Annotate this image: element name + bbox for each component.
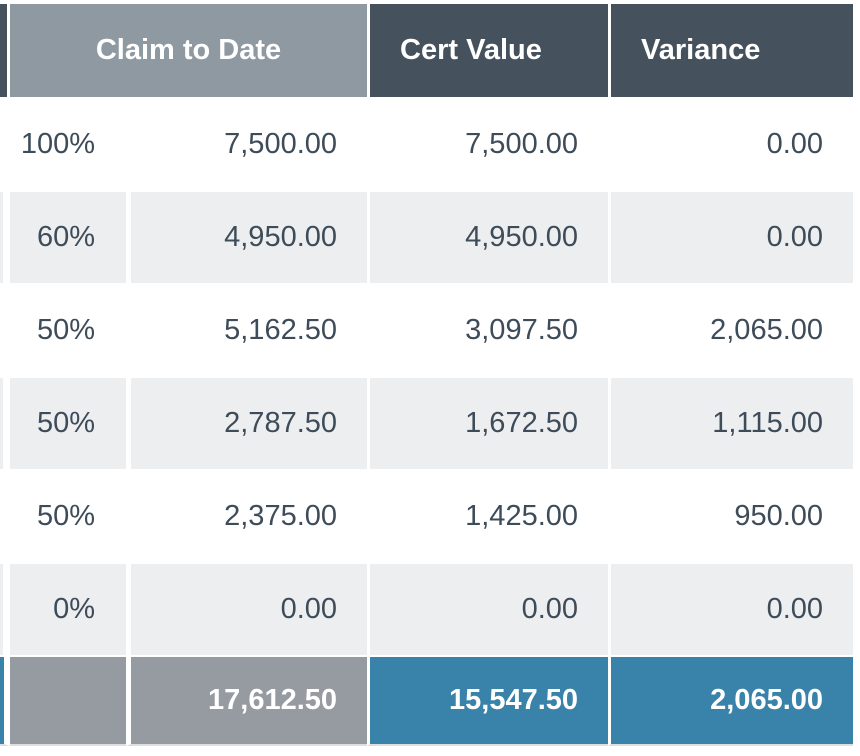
cert-total-cell: 15,547.50 xyxy=(367,655,609,746)
cropped-column-total-cell xyxy=(0,655,10,746)
claims-table-view: Claim to Date Cert Value Variance 100% 7… xyxy=(0,4,860,756)
table-body: 100% 7,500.00 7,500.00 0.00 60% 4,950.00… xyxy=(0,97,854,746)
header-row: Claim to Date Cert Value Variance xyxy=(0,4,854,97)
cert-cell: 4,950.00 xyxy=(367,190,609,283)
cropped-column-cell xyxy=(0,97,10,190)
percent-cell: 60% xyxy=(10,190,126,283)
claim-cell: 4,950.00 xyxy=(126,190,368,283)
variance-cell: 0.00 xyxy=(608,562,854,655)
percent-cell: 50% xyxy=(10,469,126,562)
cropped-column-cell xyxy=(0,562,10,655)
cropped-column-cell xyxy=(0,190,10,283)
cert-cell: 3,097.50 xyxy=(367,283,609,376)
claim-cell: 2,375.00 xyxy=(126,469,368,562)
percent-cell: 50% xyxy=(10,376,126,469)
claim-cell: 2,787.50 xyxy=(126,376,368,469)
table-row: 50% 5,162.50 3,097.50 2,065.00 xyxy=(0,283,854,376)
table-row: 50% 2,375.00 1,425.00 950.00 xyxy=(0,469,854,562)
col-header-claim-to-date: Claim to Date xyxy=(10,4,368,97)
cropped-column-cell xyxy=(0,376,10,469)
table-header: Claim to Date Cert Value Variance xyxy=(0,4,854,97)
percent-cell: 100% xyxy=(10,97,126,190)
cert-cell: 1,425.00 xyxy=(367,469,609,562)
claim-cell: 7,500.00 xyxy=(126,97,368,190)
cropped-column-cell xyxy=(0,469,10,562)
claims-table: Claim to Date Cert Value Variance 100% 7… xyxy=(0,4,854,746)
cert-cell: 1,672.50 xyxy=(367,376,609,469)
totals-row: 17,612.50 15,547.50 2,065.00 xyxy=(0,655,854,746)
variance-cell: 0.00 xyxy=(608,190,854,283)
col-header-variance: Variance xyxy=(608,4,854,97)
claim-cell: 5,162.50 xyxy=(126,283,368,376)
cert-cell: 7,500.00 xyxy=(367,97,609,190)
claim-cell: 0.00 xyxy=(126,562,368,655)
claim-total-cell: 17,612.50 xyxy=(126,655,368,746)
percent-cell: 50% xyxy=(10,283,126,376)
col-header-cert-value: Cert Value xyxy=(367,4,609,97)
variance-cell: 2,065.00 xyxy=(608,283,854,376)
variance-cell: 1,115.00 xyxy=(608,376,854,469)
variance-total-cell: 2,065.00 xyxy=(608,655,854,746)
cropped-column-cell xyxy=(0,283,10,376)
table-row: 100% 7,500.00 7,500.00 0.00 xyxy=(0,97,854,190)
table-row: 0% 0.00 0.00 0.00 xyxy=(0,562,854,655)
percent-total-cell xyxy=(10,655,126,746)
percent-cell: 0% xyxy=(10,562,126,655)
cropped-column-header xyxy=(0,4,10,97)
variance-cell: 950.00 xyxy=(608,469,854,562)
table-row: 50% 2,787.50 1,672.50 1,115.00 xyxy=(0,376,854,469)
variance-cell: 0.00 xyxy=(608,97,854,190)
cert-cell: 0.00 xyxy=(367,562,609,655)
table-row: 60% 4,950.00 4,950.00 0.00 xyxy=(0,190,854,283)
